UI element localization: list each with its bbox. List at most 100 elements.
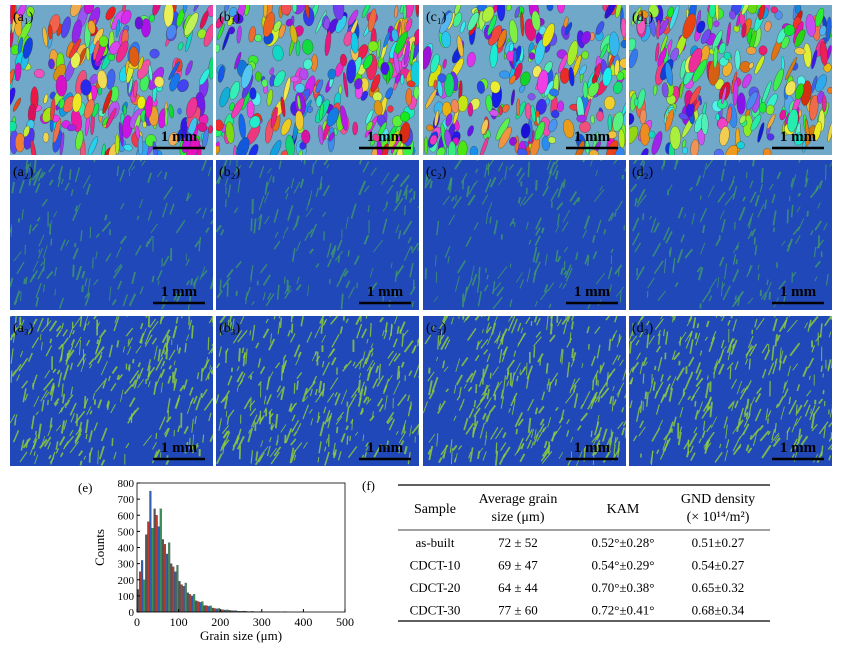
strain-streak <box>825 164 826 180</box>
bar <box>208 606 210 612</box>
strain-streak <box>438 335 439 349</box>
strain-streak <box>762 168 763 183</box>
table-label: (f) <box>362 478 375 493</box>
table-cell: 0.51±0.27 <box>692 535 745 550</box>
table-header: KAM <box>607 502 640 517</box>
scale-bar-label: 1 mm <box>367 440 404 456</box>
grain <box>424 137 428 155</box>
strain-streak <box>15 420 16 426</box>
bar <box>193 594 195 612</box>
table-cell: as-built <box>416 535 455 550</box>
scale-bar-label: 1 mm <box>161 129 198 145</box>
strain-streak <box>695 401 696 407</box>
strain-streak <box>405 205 406 215</box>
strain-streak <box>572 348 573 358</box>
strain-streak <box>97 339 98 344</box>
bar <box>216 609 218 612</box>
strain-streak <box>774 228 775 232</box>
bar <box>197 602 199 612</box>
y-tick-label: 800 <box>118 478 135 490</box>
grain <box>583 81 588 98</box>
table-cell: CDCT-30 <box>410 603 461 618</box>
strain-streak <box>655 366 656 370</box>
grain <box>517 99 521 117</box>
strain-streak <box>832 393 840 406</box>
strain-streak <box>347 436 348 445</box>
grain <box>138 136 143 155</box>
grain <box>403 4 407 20</box>
table-cell: CDCT-20 <box>410 580 461 595</box>
strain-streak <box>519 197 520 203</box>
y-tick-label: 400 <box>118 543 135 555</box>
strain-streak <box>551 316 552 326</box>
table-cell: 0.68±0.34 <box>692 603 745 618</box>
bar <box>162 539 164 612</box>
bar <box>170 564 172 612</box>
x-axis-label: Grain size (μm) <box>200 628 282 643</box>
strain-streak <box>406 190 407 200</box>
strain-streak <box>109 155 111 160</box>
grain <box>735 50 741 71</box>
strain-streak <box>697 323 698 328</box>
panel-label: (a₃) <box>13 321 34 336</box>
bar <box>168 543 170 612</box>
grain <box>468 103 473 117</box>
strain-streak <box>474 400 475 407</box>
strain-streak <box>630 341 631 353</box>
strain-streak <box>475 416 476 426</box>
bar <box>149 491 151 612</box>
table-header: (× 10¹⁴/m²) <box>687 510 750 525</box>
panel-label: (a₂) <box>13 165 34 180</box>
strain-streak <box>536 180 537 190</box>
grain <box>249 87 256 99</box>
strain-streak <box>133 359 134 363</box>
strain-streak <box>156 433 157 439</box>
scale-bar-label: 1 mm <box>367 129 404 145</box>
scale-bar-label: 1 mm <box>780 440 817 456</box>
scale-bar-label: 1 mm <box>574 129 611 145</box>
y-tick-label: 600 <box>118 510 135 522</box>
grain <box>143 121 147 128</box>
grain <box>634 98 638 106</box>
bar <box>158 527 160 612</box>
bar <box>191 596 193 612</box>
strain-streak <box>620 291 621 303</box>
strain-streak <box>179 348 180 354</box>
scale-bar-label: 1 mm <box>780 284 817 300</box>
bar <box>160 509 162 612</box>
strain-streak <box>618 441 619 452</box>
strain-streak <box>787 431 788 440</box>
x-tick-label: 100 <box>170 615 188 629</box>
grain <box>296 40 300 56</box>
panel-label: (c₁) <box>426 10 447 25</box>
strain-streak <box>55 289 56 296</box>
bar <box>164 544 166 612</box>
bar <box>204 606 206 612</box>
bar <box>183 586 185 612</box>
bar <box>212 608 214 612</box>
strain-streak <box>251 218 252 231</box>
strain-streak <box>391 324 392 336</box>
strain-streak <box>484 312 485 316</box>
strain-streak <box>547 363 548 374</box>
table-cell: 0.65±0.32 <box>692 580 745 595</box>
bar <box>179 581 181 612</box>
strain-streak <box>292 324 293 334</box>
strain-streak <box>430 181 431 188</box>
strain-streak <box>758 274 759 281</box>
strain-streak <box>11 370 12 382</box>
panel-label: (d₁) <box>632 10 654 25</box>
grain <box>448 141 456 160</box>
strain-streak <box>643 213 644 220</box>
strain-streak <box>192 325 193 338</box>
scale-bar-label: 1 mm <box>161 284 198 300</box>
bar <box>174 572 176 612</box>
table-cell: 0.70°±0.38° <box>591 580 654 595</box>
strain-streak <box>337 427 338 433</box>
strain-streak <box>695 333 696 339</box>
strain-streak <box>201 368 202 381</box>
strain-streak <box>348 250 349 256</box>
strain-streak <box>39 249 40 253</box>
y-tick-label: 700 <box>118 494 135 506</box>
